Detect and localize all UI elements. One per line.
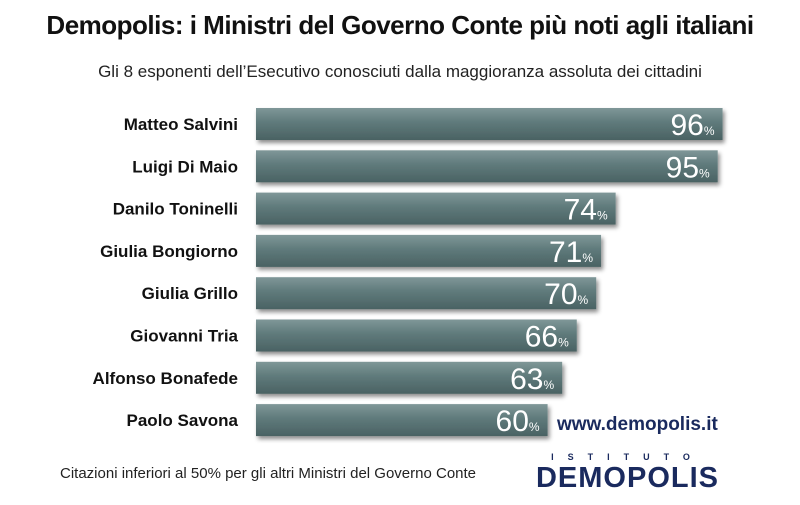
bar — [256, 192, 616, 225]
category-label: Giulia Bongiorno — [100, 242, 238, 261]
category-label: Alfonso Bonafede — [93, 369, 238, 388]
value-label: 66% — [525, 321, 569, 354]
logo-subtext: ISTITUTO — [551, 452, 704, 462]
bar — [256, 361, 563, 394]
footnote: Citazioni inferiori al 50% per gli altri… — [60, 465, 477, 482]
bar — [256, 277, 597, 310]
bar — [256, 108, 723, 140]
chart-subtitle: Gli 8 esponenti dell’Esecutivo conosciut… — [98, 62, 702, 81]
logo-wordmark: DEMOPOLIS — [535, 462, 719, 494]
value-label: 63% — [510, 363, 554, 396]
value-label: 95% — [666, 151, 710, 184]
value-label: 70% — [544, 278, 588, 311]
bar — [256, 404, 548, 437]
category-label: Matteo Salvini — [124, 115, 238, 134]
chart-title: Demopolis: i Ministri del Governo Conte … — [46, 10, 754, 40]
category-label: Giulia Grillo — [142, 284, 238, 303]
value-label: 74% — [564, 194, 608, 227]
value-label: 71% — [549, 236, 593, 269]
bar — [256, 319, 577, 352]
bar — [256, 150, 718, 183]
category-label: Luigi Di Maio — [132, 157, 238, 176]
value-label: 60% — [496, 405, 540, 438]
value-label: 96% — [671, 109, 715, 142]
category-label: Paolo Savona — [127, 411, 239, 430]
bar — [256, 234, 602, 267]
demopolis-logo: ISTITUTO DEMOPOLIS — [520, 452, 735, 494]
category-label: Giovanni Tria — [130, 327, 238, 346]
website-link[interactable]: www.demopolis.it — [557, 414, 718, 435]
category-label: Danilo Toninelli — [113, 200, 238, 219]
